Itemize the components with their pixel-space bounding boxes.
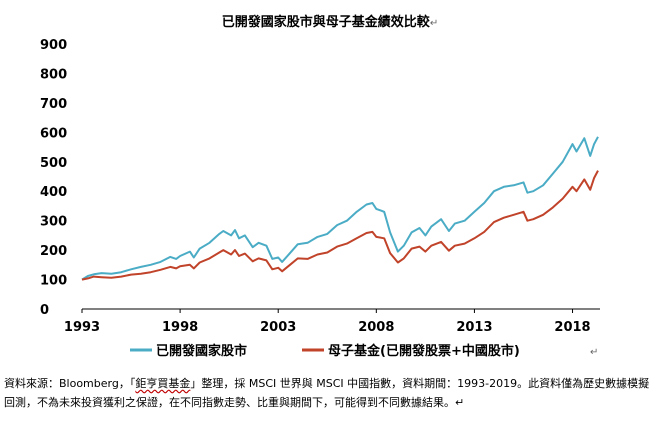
source-mark: ↵	[455, 396, 465, 409]
series-line-1	[81, 136, 599, 281]
source-prefix: 資料來源：Bloomberg，「	[4, 377, 136, 390]
y-axis: 0 100 200 300 400 500 600 700 800 900	[40, 38, 67, 318]
y-tick-label: 400	[40, 185, 67, 200]
y-tick-label: 200	[40, 244, 67, 259]
line-chart: 已開發國家股市與母子基金績效比較↵ 0 100 200 300 400 500 600 700…	[40, 14, 600, 359]
source-note: 資料來源：Bloomberg，「鉅亨買基金」整理，採 MSCI 世界與 MSCI…	[4, 374, 656, 412]
series-lines	[81, 136, 599, 281]
x-tick-label: 1998	[162, 320, 198, 335]
y-tick-label: 500	[40, 156, 67, 171]
x-tick-label: 2018	[554, 320, 590, 335]
legend-mark: ↵	[590, 347, 598, 358]
y-tick-label: 0	[40, 303, 49, 318]
x-tick-label: 1993	[64, 320, 100, 335]
y-tick-label: 100	[40, 274, 67, 289]
x-axis: 1993 1998 2003 2008 2013 2018	[64, 308, 600, 335]
y-tick-label: 700	[40, 97, 67, 112]
source-rest: 」整理，採 MSCI 世界與 MSCI 中國指數，資料期間：1993-2019。…	[4, 377, 650, 409]
y-tick-label: 900	[40, 38, 67, 53]
y-tick-label: 800	[40, 67, 67, 82]
x-tick-label: 2013	[456, 320, 492, 335]
legend: 已開發國家股市 母子基金(已開發股票+中國股市) ↵	[130, 343, 598, 359]
title-mark: ↵	[430, 18, 438, 29]
series-line-2	[81, 170, 599, 281]
x-tick-label: 2008	[358, 320, 394, 335]
legend-label-2: 母子基金(已開發股票+中國股市)	[328, 343, 520, 359]
legend-label-1: 已開發國家股市	[156, 343, 247, 359]
y-tick-label: 300	[40, 215, 67, 230]
x-tick-label: 2003	[260, 320, 296, 335]
chart-title: 已開發國家股市與母子基金績效比較↵	[222, 14, 438, 30]
y-tick-label: 600	[40, 126, 67, 141]
source-fund-name: 鉅亨買基金	[135, 377, 191, 390]
